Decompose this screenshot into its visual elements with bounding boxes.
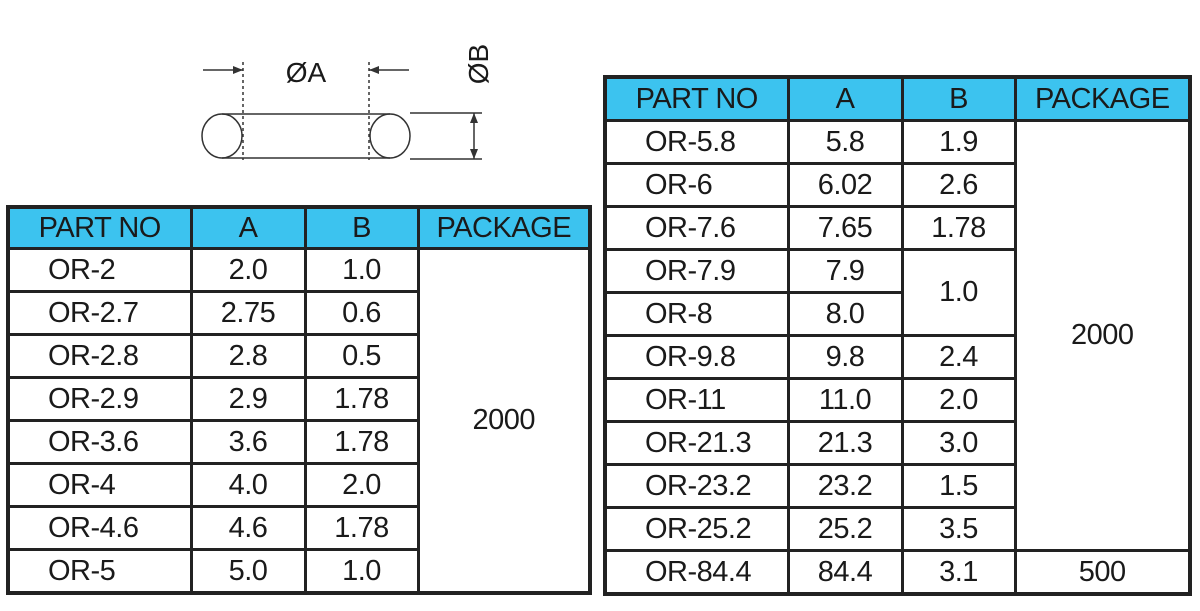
dim-a: 5.8: [786, 119, 904, 165]
header-cell: PACKAGE: [1013, 75, 1192, 122]
table-row: OR-2.8 2.8 0.5: [6, 333, 590, 379]
part-no: OR-4: [6, 462, 193, 508]
part-no: OR-23.2: [603, 463, 790, 509]
part-no: OR-21.3: [603, 420, 790, 466]
table-row: OR-84.4 84.4 3.1 500: [603, 549, 1192, 596]
dim-b: 2.0: [900, 377, 1017, 423]
dim-a: 84.4: [786, 549, 904, 596]
table-row: OR-2 2.0 1.0 2000: [6, 247, 592, 595]
table-row: OR-3.6 3.6 1.78: [6, 419, 590, 465]
table-row: OR-2.7 2.75 0.6: [6, 290, 590, 336]
part-no: OR-6: [603, 162, 790, 208]
header-cell: PACKAGE: [416, 205, 592, 250]
table-row: OR-7.9 7.9 1.0: [603, 248, 1190, 337]
header-cell: PART NO: [6, 205, 193, 250]
dim-a: 4.6: [189, 505, 307, 551]
dim-a: 2.9: [189, 376, 307, 422]
package: 500: [1013, 549, 1192, 596]
dim-a: 2.8: [189, 333, 307, 379]
part-no: OR-11: [603, 377, 790, 423]
table-row: OR-4.6 4.6 1.78: [6, 505, 590, 551]
dim-a: 21.3: [786, 420, 904, 466]
dim-b: 1.78: [303, 419, 420, 465]
part-no: OR-7.6: [603, 205, 790, 251]
part-no: OR-7.9: [603, 248, 790, 294]
dim-a: 2.75: [189, 290, 307, 336]
dim-b: 1.5: [900, 463, 1017, 509]
header-cell: PART NO: [603, 75, 790, 122]
table-row: OR-11 11.0 2.0: [603, 377, 1190, 423]
table-row: OR-21.3 21.3 3.0: [603, 420, 1190, 466]
dim-a: 25.2: [786, 506, 904, 552]
dim-a: 6.02: [786, 162, 904, 208]
dim-b: 1.9: [900, 119, 1017, 165]
dim-b: 1.0: [303, 548, 420, 595]
dim-b: 1.78: [303, 376, 420, 422]
dim-a: 8.0: [786, 291, 904, 337]
dim-b: 2.6: [900, 162, 1017, 208]
label-a: ØA: [286, 57, 327, 88]
dim-b: 3.1: [900, 549, 1017, 596]
part-no: OR-3.6: [6, 419, 193, 465]
dim-b: 1.78: [900, 205, 1017, 251]
part-no: OR-2.9: [6, 376, 193, 422]
dim-b: 1.0: [303, 247, 420, 293]
dim-b: 0.5: [303, 333, 420, 379]
package: 2000: [1013, 119, 1192, 552]
part-no: OR-84.4: [603, 549, 790, 596]
dim-b: 3.0: [900, 420, 1017, 466]
left-table: PART NO A B PACKAGE OR-2 2.0 1.0 2000 OR-2.7 2.75…: [6, 205, 592, 595]
dim-a: 7.65: [786, 205, 904, 251]
package: 2000: [416, 247, 592, 595]
dim-b: 3.5: [900, 506, 1017, 552]
header-row: PART NO A B PACKAGE: [603, 75, 1192, 122]
part-no: OR-8: [603, 291, 790, 337]
part-no: OR-2.7: [6, 290, 193, 336]
dim-b: 2.4: [900, 334, 1017, 380]
table-row: OR-4 4.0 2.0: [6, 462, 590, 508]
dim-a: 11.0: [786, 377, 904, 423]
dim-a: 23.2: [786, 463, 904, 509]
part-no: OR-25.2: [603, 506, 790, 552]
dim-b: 1.0: [900, 248, 1017, 337]
table-row: OR-23.2 23.2 1.5: [603, 463, 1190, 509]
header-row: PART NO A B PACKAGE: [6, 205, 592, 250]
dim-b: 0.6: [303, 290, 420, 336]
label-b: ØB: [463, 44, 494, 84]
header-cell: B: [900, 75, 1017, 122]
header-cell: A: [786, 75, 904, 122]
part-no: OR-4.6: [6, 505, 193, 551]
table-row: OR-5 5.0 1.0: [6, 548, 590, 595]
table-row: OR-2.9 2.9 1.78: [6, 376, 590, 422]
dim-a: 5.0: [189, 548, 307, 595]
table-row: OR-7.6 7.65 1.78: [603, 205, 1190, 251]
dim-b: 1.78: [303, 505, 420, 551]
part-no: OR-9.8: [603, 334, 790, 380]
dim-a: 7.9: [786, 248, 904, 294]
part-no: OR-5: [6, 548, 193, 595]
part-no: OR-5.8: [603, 119, 790, 165]
dim-a: 2.0: [189, 247, 307, 293]
header-cell: B: [303, 205, 420, 250]
oring-diagram: ØA ØB: [201, 44, 494, 160]
dim-b: 2.0: [303, 462, 420, 508]
dim-a: 3.6: [189, 419, 307, 465]
table-row: OR-25.2 25.2 3.5: [603, 506, 1190, 552]
table-row: OR-5.8 5.8 1.9 2000: [603, 119, 1192, 552]
part-no: OR-2.8: [6, 333, 193, 379]
right-table: PART NO A B PACKAGE OR-5.8 5.8 1.9 2000 OR-6 6.02…: [603, 75, 1192, 596]
table-row: OR-6 6.02 2.6: [603, 162, 1190, 208]
dim-a: 9.8: [786, 334, 904, 380]
dim-a: 4.0: [189, 462, 307, 508]
part-no: OR-2: [6, 247, 193, 293]
table-row: OR-8 8.0: [603, 291, 1190, 337]
table-row: OR-9.8 9.8 2.4: [603, 334, 1190, 380]
header-cell: A: [189, 205, 307, 250]
